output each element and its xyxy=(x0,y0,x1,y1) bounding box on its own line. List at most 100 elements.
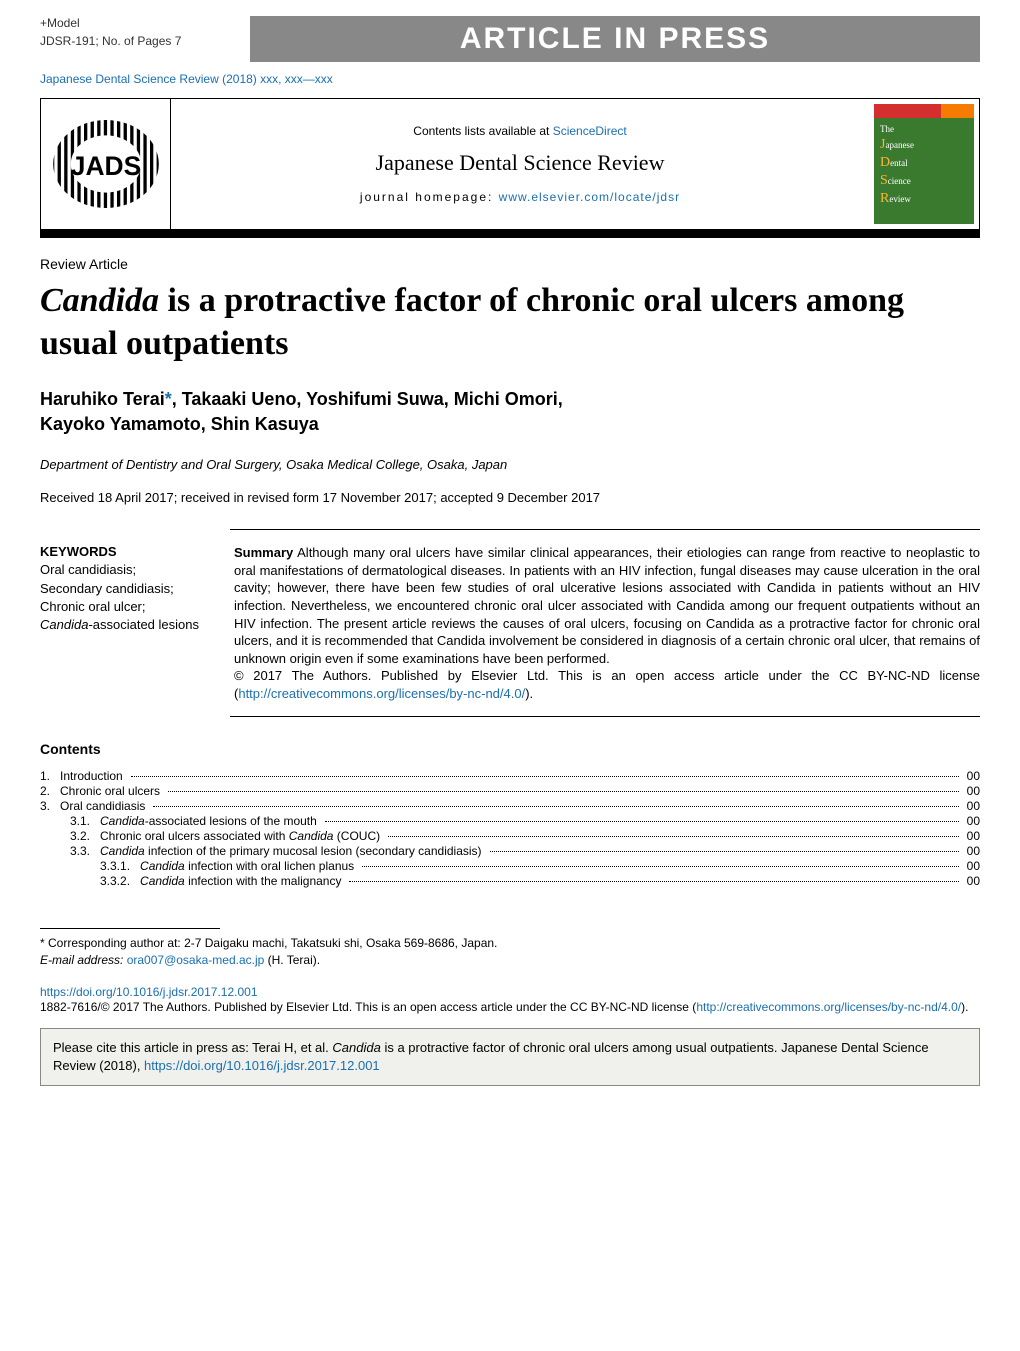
toc-page: 00 xyxy=(963,814,980,828)
article-type: Review Article xyxy=(40,256,980,272)
toc-num: 3.3. xyxy=(40,844,100,858)
toc-leader xyxy=(349,881,958,882)
abstract-row: KEYWORDS Oral candidiasis; Secondary can… xyxy=(40,544,980,702)
keywords-column: KEYWORDS Oral candidiasis; Secondary can… xyxy=(40,544,210,702)
contents-heading: Contents xyxy=(40,741,980,757)
title-italic: Candida xyxy=(40,282,159,319)
toc-text: Candida infection of the primary mucosal… xyxy=(100,844,486,858)
svg-text:JADS: JADS xyxy=(70,151,140,181)
authors-rest-1: , Takaaki Ueno, Yoshifumi Suwa, Michi Om… xyxy=(172,389,563,409)
toc-text: Oral candidiasis xyxy=(60,799,149,813)
summary-label: Summary xyxy=(234,545,293,560)
corresponding-asterisk: * xyxy=(165,389,172,409)
author-1: Haruhiko Terai xyxy=(40,389,165,409)
bottom-license-link[interactable]: http://creativecommons.org/licenses/by-n… xyxy=(696,1000,961,1014)
license-end: ). xyxy=(961,1000,968,1014)
contents-prefix: Contents lists available at xyxy=(413,124,552,138)
email-label: E-mail address: xyxy=(40,953,127,967)
toc-page: 00 xyxy=(963,784,980,798)
toc-page: 00 xyxy=(963,844,980,858)
toc-num: 2. xyxy=(40,784,60,798)
article-title: Candida is a protractive factor of chron… xyxy=(40,280,980,365)
homepage-link[interactable]: www.elsevier.com/locate/jdsr xyxy=(499,190,680,204)
journal-header-box: JADS Contents lists available at Science… xyxy=(40,98,980,230)
cover-line-d: Dental xyxy=(880,154,968,172)
abstract-top-rule xyxy=(230,529,980,530)
footnote: * Corresponding author at: 2-7 Daigaku m… xyxy=(40,935,980,969)
toc-row: 3.3.1.Candida infection with oral lichen… xyxy=(40,859,980,873)
summary-copyright: © 2017 The Authors. Published by Elsevie… xyxy=(234,667,980,702)
doi-link[interactable]: https://doi.org/10.1016/j.jdsr.2017.12.0… xyxy=(40,985,258,999)
keywords-heading: KEYWORDS xyxy=(40,544,210,559)
bottom-copyright: 1882-7616/© 2017 The Authors. Published … xyxy=(40,999,980,1016)
email-line: E-mail address: ora007@osaka-med.ac.jp (… xyxy=(40,952,980,969)
toc-leader xyxy=(168,791,959,792)
keywords-list: Oral candidiasis; Secondary candidiasis;… xyxy=(40,561,210,634)
toc-num: 3.1. xyxy=(40,814,100,828)
toc-row: 3.3.Candida infection of the primary muc… xyxy=(40,844,980,858)
header-center: Contents lists available at ScienceDirec… xyxy=(171,99,869,229)
cite-doi-link[interactable]: https://doi.org/10.1016/j.jdsr.2017.12.0… xyxy=(144,1058,380,1073)
license-link[interactable]: http://creativecommons.org/licenses/by-n… xyxy=(238,686,525,701)
toc-text: Introduction xyxy=(60,769,127,783)
abstract-bottom-rule xyxy=(230,716,980,717)
toc-page: 00 xyxy=(963,829,980,843)
toc-leader xyxy=(362,866,958,867)
jads-logo: JADS xyxy=(41,99,171,229)
journal-cover: The Japanese Dental Science Review xyxy=(869,99,979,229)
cover-line-r: Review xyxy=(880,190,968,208)
jads-logo-icon: JADS xyxy=(51,109,161,219)
toc-leader xyxy=(131,776,959,777)
table-of-contents: 1.Introduction002.Chronic oral ulcers003… xyxy=(40,769,980,888)
title-rest: is a protractive factor of chronic oral … xyxy=(40,282,904,362)
toc-text: Candida infection with oral lichen planu… xyxy=(140,859,358,873)
model-label: +Model xyxy=(40,16,250,30)
toc-page: 00 xyxy=(963,859,980,873)
toc-row: 3.1.Candida-associated lesions of the mo… xyxy=(40,814,980,828)
toc-page: 00 xyxy=(963,799,980,813)
toc-leader xyxy=(325,821,959,822)
toc-text: Chronic oral ulcers xyxy=(60,784,164,798)
toc-num: 3.3.1. xyxy=(40,859,140,873)
homepage-prefix: journal homepage: xyxy=(360,190,499,204)
summary-column: Summary Although many oral ulcers have s… xyxy=(234,544,980,702)
article-in-press-banner: ARTICLE IN PRESS xyxy=(250,16,980,62)
issn-text: 1882-7616/© 2017 The Authors. Published … xyxy=(40,1000,696,1014)
authors: Haruhiko Terai*, Takaaki Ueno, Yoshifumi… xyxy=(40,387,980,437)
footnote-rule xyxy=(40,928,220,929)
doi-block: https://doi.org/10.1016/j.jdsr.2017.12.0… xyxy=(40,985,980,999)
journal-reference: Japanese Dental Science Review (2018) xx… xyxy=(40,72,980,86)
toc-page: 00 xyxy=(963,874,980,888)
corresponding-author: * Corresponding author at: 2-7 Daigaku m… xyxy=(40,935,980,952)
contents-lists-text: Contents lists available at ScienceDirec… xyxy=(413,124,626,138)
summary-body: Although many oral ulcers have similar c… xyxy=(234,545,980,665)
sciencedirect-link[interactable]: ScienceDirect xyxy=(553,124,627,138)
cover-line-j: Japanese xyxy=(880,136,968,154)
toc-leader xyxy=(388,836,959,837)
toc-num: 3.3.2. xyxy=(40,874,140,888)
cover-line: The xyxy=(880,124,968,136)
homepage-line: journal homepage: www.elsevier.com/locat… xyxy=(360,190,680,204)
toc-row: 1.Introduction 00 xyxy=(40,769,980,783)
toc-row: 3.2.Chronic oral ulcers associated with … xyxy=(40,829,980,843)
email-suffix: (H. Terai). xyxy=(264,953,320,967)
cite-ital: Candida xyxy=(332,1040,380,1055)
toc-page: 00 xyxy=(963,769,980,783)
toc-row: 3.3.2.Candida infection with the maligna… xyxy=(40,874,980,888)
article-dates: Received 18 April 2017; received in revi… xyxy=(40,490,980,505)
model-ref: JDSR-191; No. of Pages 7 xyxy=(40,34,250,48)
cite-pre: Please cite this article in press as: Te… xyxy=(53,1040,332,1055)
journal-name: Japanese Dental Science Review xyxy=(376,150,665,176)
copyright-end: ). xyxy=(525,686,533,701)
toc-leader xyxy=(153,806,958,807)
toc-text: Candida infection with the malignancy xyxy=(140,874,345,888)
toc-row: 3.Oral candidiasis00 xyxy=(40,799,980,813)
email-link[interactable]: ora007@osaka-med.ac.jp xyxy=(127,953,265,967)
toc-text: Candida-associated lesions of the mouth xyxy=(100,814,321,828)
authors-line-2: Kayoko Yamamoto, Shin Kasuya xyxy=(40,414,319,434)
affiliation: Department of Dentistry and Oral Surgery… xyxy=(40,457,980,472)
toc-row: 2.Chronic oral ulcers 00 xyxy=(40,784,980,798)
cite-box: Please cite this article in press as: Te… xyxy=(40,1028,980,1086)
summary-text: Summary Although many oral ulcers have s… xyxy=(234,544,980,667)
toc-num: 1. xyxy=(40,769,60,783)
